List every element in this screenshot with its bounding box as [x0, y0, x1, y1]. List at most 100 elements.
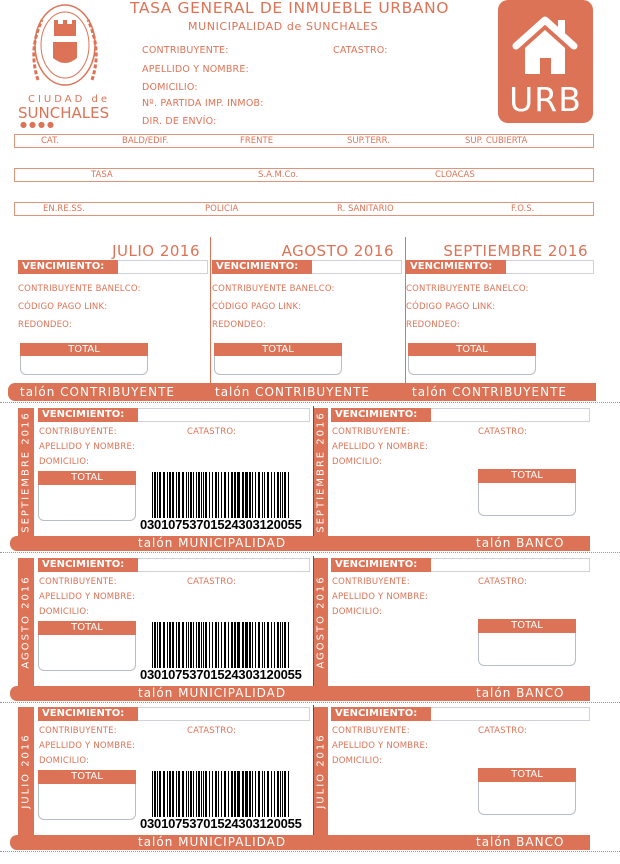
vencimiento-label: VENCIMIENTO:: [38, 558, 138, 572]
apellido-label: APELLIDO Y NOMBRE:: [39, 741, 136, 751]
barcode-bar: [178, 622, 180, 668]
barcode-bar: [288, 472, 289, 518]
total-box[interactable]: TOTAL: [478, 619, 576, 666]
total-label: TOTAL: [38, 621, 136, 635]
barcode-bar: [215, 472, 218, 518]
vencimiento-field[interactable]: VENCIMIENTO:: [212, 260, 402, 274]
header-field-partida: Nº. PARTIDA IMP. INMOB:: [142, 98, 264, 109]
barcode-bar: [192, 771, 194, 817]
vencimiento-field[interactable]: VENCIMIENTO:: [38, 408, 310, 422]
barcode-bar: [281, 622, 284, 668]
barcode-bar: [218, 472, 219, 518]
barcode-bar: [271, 771, 272, 817]
barcode-bar: [241, 472, 244, 518]
vencimiento-field[interactable]: VENCIMIENTO:: [38, 707, 310, 721]
vencimiento-field[interactable]: VENCIMIENTO:: [406, 260, 594, 274]
vencimiento-field[interactable]: VENCIMIENTO:: [331, 558, 590, 572]
stub-divider: [313, 556, 314, 687]
barcode-bar: [241, 771, 244, 817]
barcode-bar: [263, 472, 265, 518]
stub-month-label: AGOSTO 2016: [315, 575, 327, 669]
barcode-bar: [221, 622, 223, 668]
barcode-bar: [209, 472, 210, 518]
vencimiento-field[interactable]: VENCIMIENTO:: [38, 558, 310, 572]
vencimiento-label: VENCIMIENTO:: [406, 260, 506, 274]
cut-line: [0, 552, 620, 553]
sup-cubierta-label: SUP. CUBIERTA: [465, 136, 528, 146]
barcode-bar: [273, 622, 276, 668]
header-field-catastro: CATASTRO:: [333, 45, 388, 56]
barcode-bar: [169, 472, 171, 518]
house-icon: [512, 16, 578, 74]
barcode-bar: [215, 622, 218, 668]
barcode-bar: [169, 622, 171, 668]
contribuyente-label: CONTRIBUYENTE:: [39, 726, 117, 736]
vencimiento-label: VENCIMIENTO:: [331, 707, 431, 721]
vencimiento-field[interactable]: VENCIMIENTO:: [18, 260, 208, 274]
barcode-bar: [159, 771, 161, 817]
barcode-bar: [187, 472, 189, 518]
barcode-bar: [280, 472, 281, 518]
total-box[interactable]: TOTAL: [408, 343, 536, 375]
barcode-bar: [202, 472, 205, 518]
total-box[interactable]: TOTAL: [38, 621, 136, 671]
total-box[interactable]: TOTAL: [38, 770, 136, 820]
apellido-label: APELLIDO Y NOMBRE:: [39, 592, 136, 602]
barcode-bar: [233, 771, 236, 817]
barcode-bar: [261, 622, 263, 668]
talon-contribuyente-label: talón CONTRIBUYENTE: [412, 385, 567, 399]
barcode-bar: [244, 622, 246, 668]
vencimiento-field[interactable]: VENCIMIENTO:: [331, 408, 590, 422]
barcode-bar: [171, 622, 174, 668]
barcode-bar: [205, 622, 208, 668]
barcode-bar: [228, 622, 230, 668]
total-box[interactable]: TOTAL: [478, 768, 576, 815]
barcode-bar: [221, 771, 223, 817]
total-label: TOTAL: [38, 770, 136, 784]
vencimiento-field[interactable]: VENCIMIENTO:: [331, 707, 590, 721]
apellido-label: APELLIDO Y NOMBRE:: [332, 741, 429, 751]
domicilio-label: DOMICILIO:: [332, 607, 383, 617]
barcode-bar: [251, 472, 253, 518]
redondeo-label: REDONDEO:: [406, 320, 460, 330]
cloacas-label: CLOACAS: [435, 170, 475, 180]
column-divider: [405, 237, 406, 383]
barcode-bar: [198, 472, 201, 518]
urb-badge-text: URB: [509, 80, 582, 119]
barcode-bar: [152, 622, 154, 668]
barcode-bar: [254, 472, 256, 518]
r-sanitario-label: R. SANITARIO: [337, 204, 394, 214]
barcode-bar: [231, 771, 233, 817]
talon-municipalidad-label: talón MUNICIPALIDAD: [138, 686, 287, 700]
barcode-bar: [195, 622, 197, 668]
total-box[interactable]: TOTAL: [478, 469, 576, 516]
month-title: JULIO 2016: [112, 242, 200, 260]
barcode-bar: [154, 622, 157, 668]
link-label: CÓDIGO PAGO LINK:: [18, 302, 108, 312]
cat-label: CAT.: [41, 136, 59, 146]
talon-bar: talón MUNICIPALIDAD talón BANCO: [10, 835, 590, 850]
total-box[interactable]: TOTAL: [20, 343, 148, 375]
month-title: AGOSTO 2016: [281, 242, 394, 260]
barcode-bar: [185, 771, 187, 817]
stub-month-label: JULIO 2016: [20, 733, 32, 809]
barcode: [152, 472, 290, 518]
barcode-bar: [248, 472, 251, 518]
barcode-bar: [246, 622, 248, 668]
barcode-bar: [246, 771, 248, 817]
barcode-bar: [201, 622, 202, 668]
document-subtitle: MUNICIPALIDAD de SUNCHALES: [188, 20, 379, 33]
total-box[interactable]: TOTAL: [38, 471, 136, 521]
enress-label: EN.RE.SS.: [43, 204, 85, 214]
barcode-bar: [261, 472, 263, 518]
barcode-bar: [284, 622, 287, 668]
catastro-label: CATASTRO:: [187, 726, 237, 736]
total-box[interactable]: TOTAL: [214, 343, 342, 375]
logo-city-line2: SUNCHALES: [18, 104, 110, 122]
cut-line: [0, 702, 620, 703]
barcode-bar: [267, 622, 270, 668]
contribuyente-label: CONTRIBUYENTE:: [332, 427, 410, 437]
barcode-bar: [202, 622, 205, 668]
barcode-bar: [192, 472, 194, 518]
talon-bar: talón MUNICIPALIDAD talón BANCO: [10, 686, 590, 701]
